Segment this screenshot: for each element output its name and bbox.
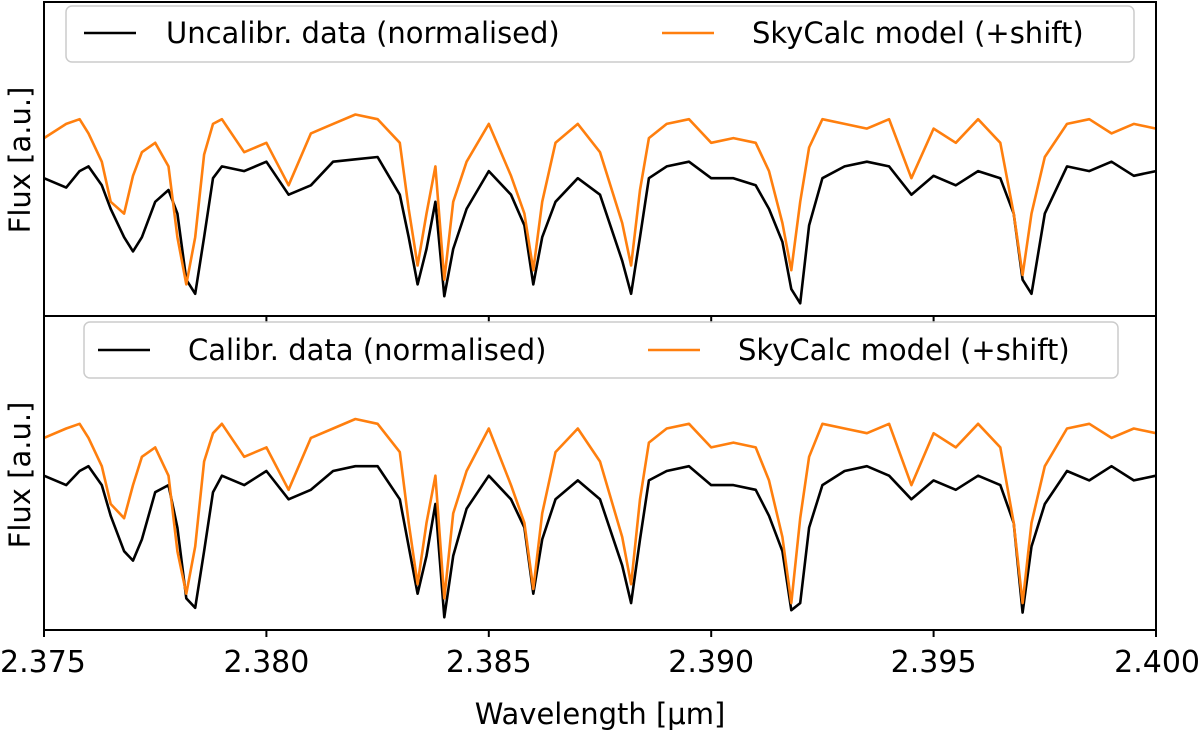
top-legend: Uncalibr. data (normalised) SkyCalc mode… [65, 5, 1135, 63]
x-tick-label-1: 2.380 [223, 645, 309, 680]
top-panel: Uncalibr. data (normalised) SkyCalc mode… [3, 1, 1157, 323]
top-y-axis-label: Flux [a.u.] [3, 87, 37, 234]
top-series-line-model [43, 113, 1157, 286]
x-tick-label-0: 2.375 [0, 645, 86, 680]
bottom-series-line-data [43, 464, 1157, 619]
bottom-legend-label-model: SkyCalc model (+shift) [738, 333, 1070, 367]
x-tick-label-5: 2.400 [1114, 645, 1200, 680]
x-tick-label-3: 2.390 [668, 645, 754, 680]
x-tick-labels: 2.375 2.380 2.385 2.390 2.395 2.400 [0, 645, 1200, 680]
bottom-legend: Calibr. data (normalised) SkyCalc model … [83, 321, 1119, 379]
bottom-legend-box [83, 321, 1119, 379]
x-tick-label-4: 2.395 [891, 645, 977, 680]
bottom-series-line-model [43, 417, 1157, 605]
bottom-y-axis-label: Flux [a.u.] [3, 402, 37, 549]
bottom-panel: Calibr. data (normalised) SkyCalc model … [0, 315, 1200, 731]
top-legend-label-data: Uncalibr. data (normalised) [166, 16, 560, 50]
top-series-layer [43, 113, 1157, 305]
top-series-line-data [43, 155, 1157, 305]
top-legend-box [65, 5, 1135, 63]
bottom-ticks [43, 630, 1157, 637]
x-tick-label-2: 2.385 [446, 645, 532, 680]
bottom-panel-frame [43, 315, 1157, 631]
bottom-legend-label-data: Calibr. data (normalised) [188, 333, 546, 367]
bottom-series-layer [43, 417, 1157, 619]
x-axis-label: Wavelength [μm] [475, 697, 726, 731]
top-legend-label-model: SkyCalc model (+shift) [752, 16, 1084, 50]
